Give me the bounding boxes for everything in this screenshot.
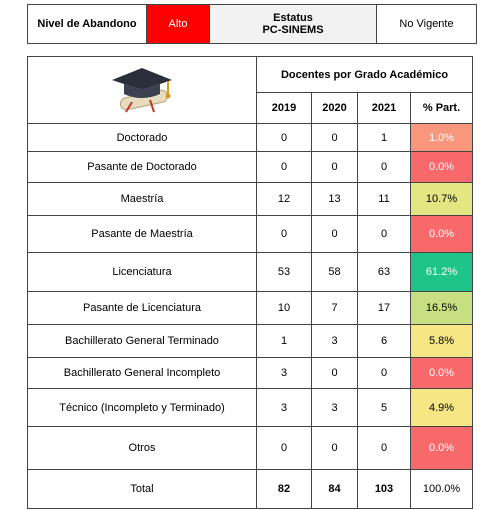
total-share: 100.0% (411, 470, 473, 509)
row-value: 0 (358, 216, 411, 253)
row-value: 0 (312, 427, 358, 470)
estatus-value: No Vigente (377, 5, 477, 44)
row-value: 3 (257, 358, 312, 389)
estatus-label-1: Estatus (273, 12, 313, 24)
row-share: 0.0% (411, 427, 473, 470)
column-header: 2020 (312, 93, 358, 124)
row-share: 61.2% (411, 253, 473, 292)
row-value: 1 (358, 124, 411, 152)
row-label: Bachillerato General Terminado (28, 325, 257, 358)
row-label: Maestría (28, 183, 257, 216)
row-label: Licenciatura (28, 253, 257, 292)
row-value: 13 (312, 183, 358, 216)
row-value: 0 (358, 152, 411, 183)
column-header: % Part. (411, 93, 473, 124)
row-value: 1 (257, 325, 312, 358)
row-value: 0 (257, 427, 312, 470)
row-value: 53 (257, 253, 312, 292)
column-header: 2019 (257, 93, 312, 124)
row-label: Otros (28, 427, 257, 470)
row-label: Bachillerato General Incompleto (28, 358, 257, 389)
total-label: Total (28, 470, 257, 509)
total-value: 84 (312, 470, 358, 509)
row-value: 3 (257, 389, 312, 427)
page: Nivel de Abandono Alto EstatusPC-SINEMS … (0, 0, 499, 510)
total-value: 82 (257, 470, 312, 509)
row-share: 5.8% (411, 325, 473, 358)
row-share: 0.0% (411, 152, 473, 183)
row-label: Técnico (Incompleto y Terminado) (28, 389, 257, 427)
row-share: 0.0% (411, 216, 473, 253)
row-value: 0 (257, 152, 312, 183)
row-share: 0.0% (411, 358, 473, 389)
row-value: 0 (312, 124, 358, 152)
row-value: 0 (358, 427, 411, 470)
row-value: 63 (358, 253, 411, 292)
row-share: 4.9% (411, 389, 473, 427)
row-value: 3 (312, 389, 358, 427)
row-value: 0 (312, 216, 358, 253)
row-label: Doctorado (28, 124, 257, 152)
abandono-label: Nivel de Abandono (28, 5, 147, 44)
table-title: Docentes por Grado Académico (257, 57, 473, 93)
row-value: 3 (312, 325, 358, 358)
row-label: Pasante de Doctorado (28, 152, 257, 183)
row-share: 16.5% (411, 292, 473, 325)
row-value: 10 (257, 292, 312, 325)
row-value: 12 (257, 183, 312, 216)
column-header: 2021 (358, 93, 411, 124)
row-value: 0 (358, 358, 411, 389)
row-value: 6 (358, 325, 411, 358)
row-value: 0 (257, 124, 312, 152)
row-label: Pasante de Maestría (28, 216, 257, 253)
row-share: 1.0% (411, 124, 473, 152)
row-value: 17 (358, 292, 411, 325)
row-value: 11 (358, 183, 411, 216)
row-value: 0 (312, 358, 358, 389)
row-value: 7 (312, 292, 358, 325)
row-value: 58 (312, 253, 358, 292)
total-value: 103 (358, 470, 411, 509)
logo-cell (28, 57, 257, 124)
graduation-icon (102, 64, 182, 114)
abandono-value: Alto (147, 5, 210, 44)
row-value: 5 (358, 389, 411, 427)
row-value: 0 (312, 152, 358, 183)
estatus-label-2: PC-SINEMS (262, 24, 323, 36)
row-label: Pasante de Licenciatura (28, 292, 257, 325)
row-share: 10.7% (411, 183, 473, 216)
row-value: 0 (257, 216, 312, 253)
